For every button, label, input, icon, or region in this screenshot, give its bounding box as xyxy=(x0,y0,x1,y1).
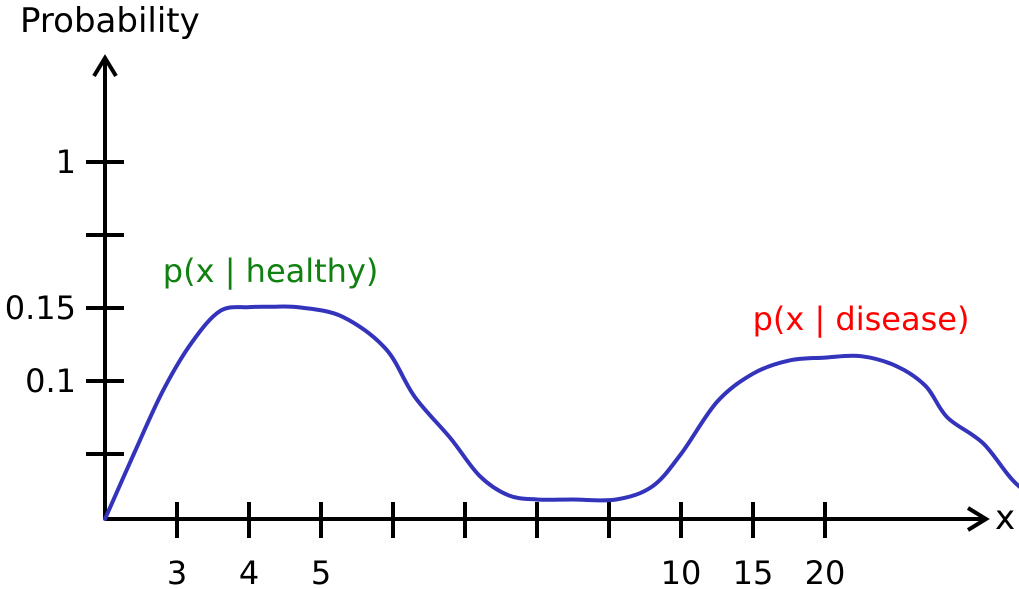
x-tick-label: 3 xyxy=(167,554,187,589)
y-tick-label: 0.15 xyxy=(5,289,76,327)
x-tick-label: 4 xyxy=(239,554,259,589)
y-axis xyxy=(92,54,118,519)
disease-label: p(x | disease) xyxy=(753,300,970,338)
x-tick-label: 10 xyxy=(661,554,702,589)
x-tick-label: 15 xyxy=(733,554,774,589)
y-tick-label: 1 xyxy=(56,143,76,181)
series xyxy=(103,304,1019,521)
density-curve xyxy=(103,304,1019,521)
y-ticks: 0.1 0.15 1 xyxy=(5,143,124,456)
y-tick-label: 0.1 xyxy=(25,362,76,400)
annotations: p(x | healthy) p(x | disease) xyxy=(163,252,970,338)
y-axis-label: Probability xyxy=(20,1,200,41)
x-axis-arrowhead xyxy=(966,506,990,532)
x-axis-label: x xyxy=(995,498,1015,538)
x-ticks: 3 4 5 10 15 20 xyxy=(167,502,846,589)
y-axis-arrowhead xyxy=(92,54,118,78)
x-tick-label: 5 xyxy=(311,554,331,589)
x-tick-label: 20 xyxy=(805,554,846,589)
healthy-label: p(x | healthy) xyxy=(163,252,379,290)
x-axis xyxy=(105,506,990,532)
